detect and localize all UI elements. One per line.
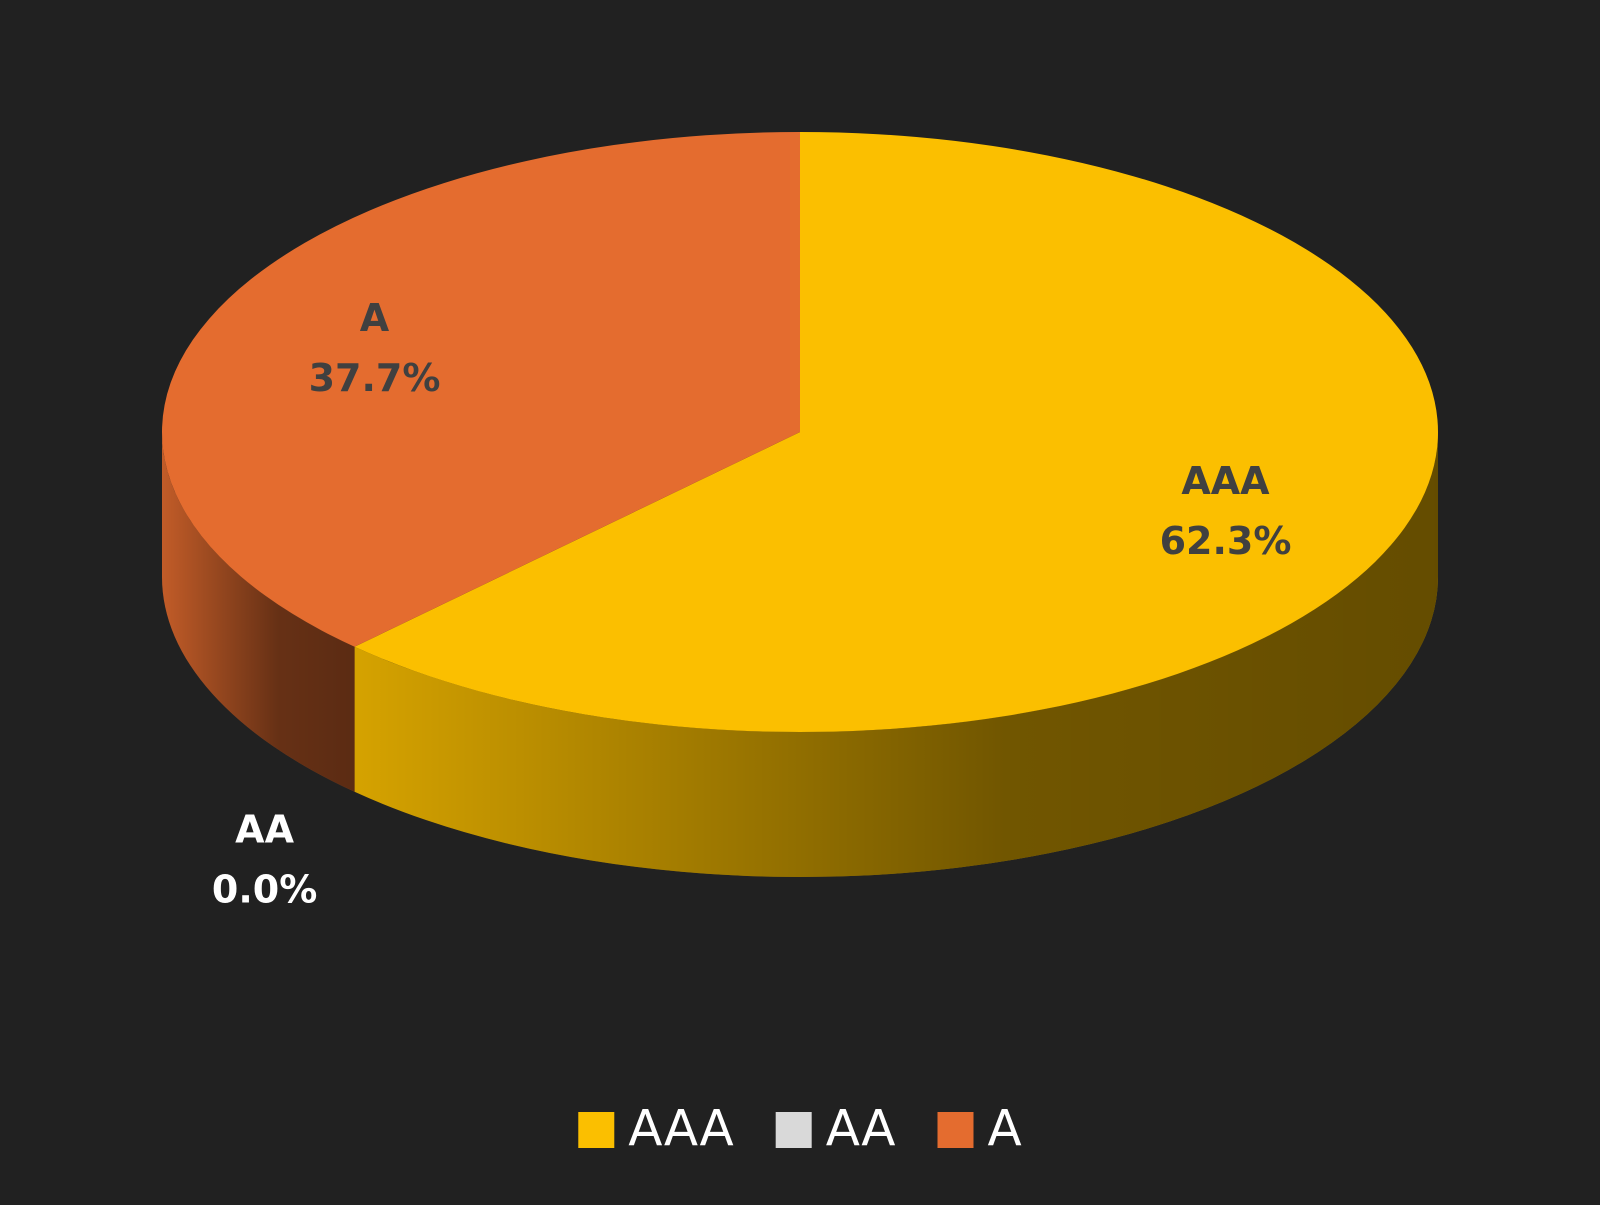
data-label-name: AAA (1181, 459, 1270, 503)
data-label-value: 0.0% (212, 867, 317, 911)
data-label-value: 62.3% (1160, 519, 1292, 563)
pie-side-shade (354, 432, 1439, 877)
legend-label: AA (826, 1100, 896, 1158)
pie-slice (162, 132, 801, 647)
legend-swatch (578, 1112, 615, 1148)
legend-swatch (775, 1112, 812, 1148)
data-label-name: AA (235, 807, 294, 851)
pie-side-shade (162, 432, 355, 792)
legend-swatch (937, 1112, 974, 1148)
legend-label: AAA (628, 1100, 733, 1158)
pie-slice (354, 132, 1439, 732)
legend-label: A (988, 1100, 1022, 1158)
legend: AAA AA A (578, 1100, 1022, 1158)
data-label-name: A (360, 296, 390, 340)
data-label-value: 37.7% (309, 356, 441, 400)
